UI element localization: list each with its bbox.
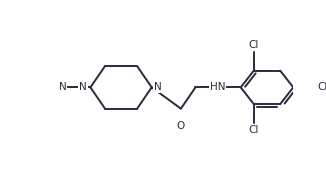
Text: Cl: Cl xyxy=(249,125,259,135)
Text: N: N xyxy=(79,82,87,92)
Text: N: N xyxy=(154,82,162,92)
Text: N: N xyxy=(59,82,67,92)
Text: Cl: Cl xyxy=(249,40,259,50)
Text: O: O xyxy=(177,121,185,131)
Text: Cl: Cl xyxy=(318,82,326,92)
Text: HN: HN xyxy=(210,82,225,92)
